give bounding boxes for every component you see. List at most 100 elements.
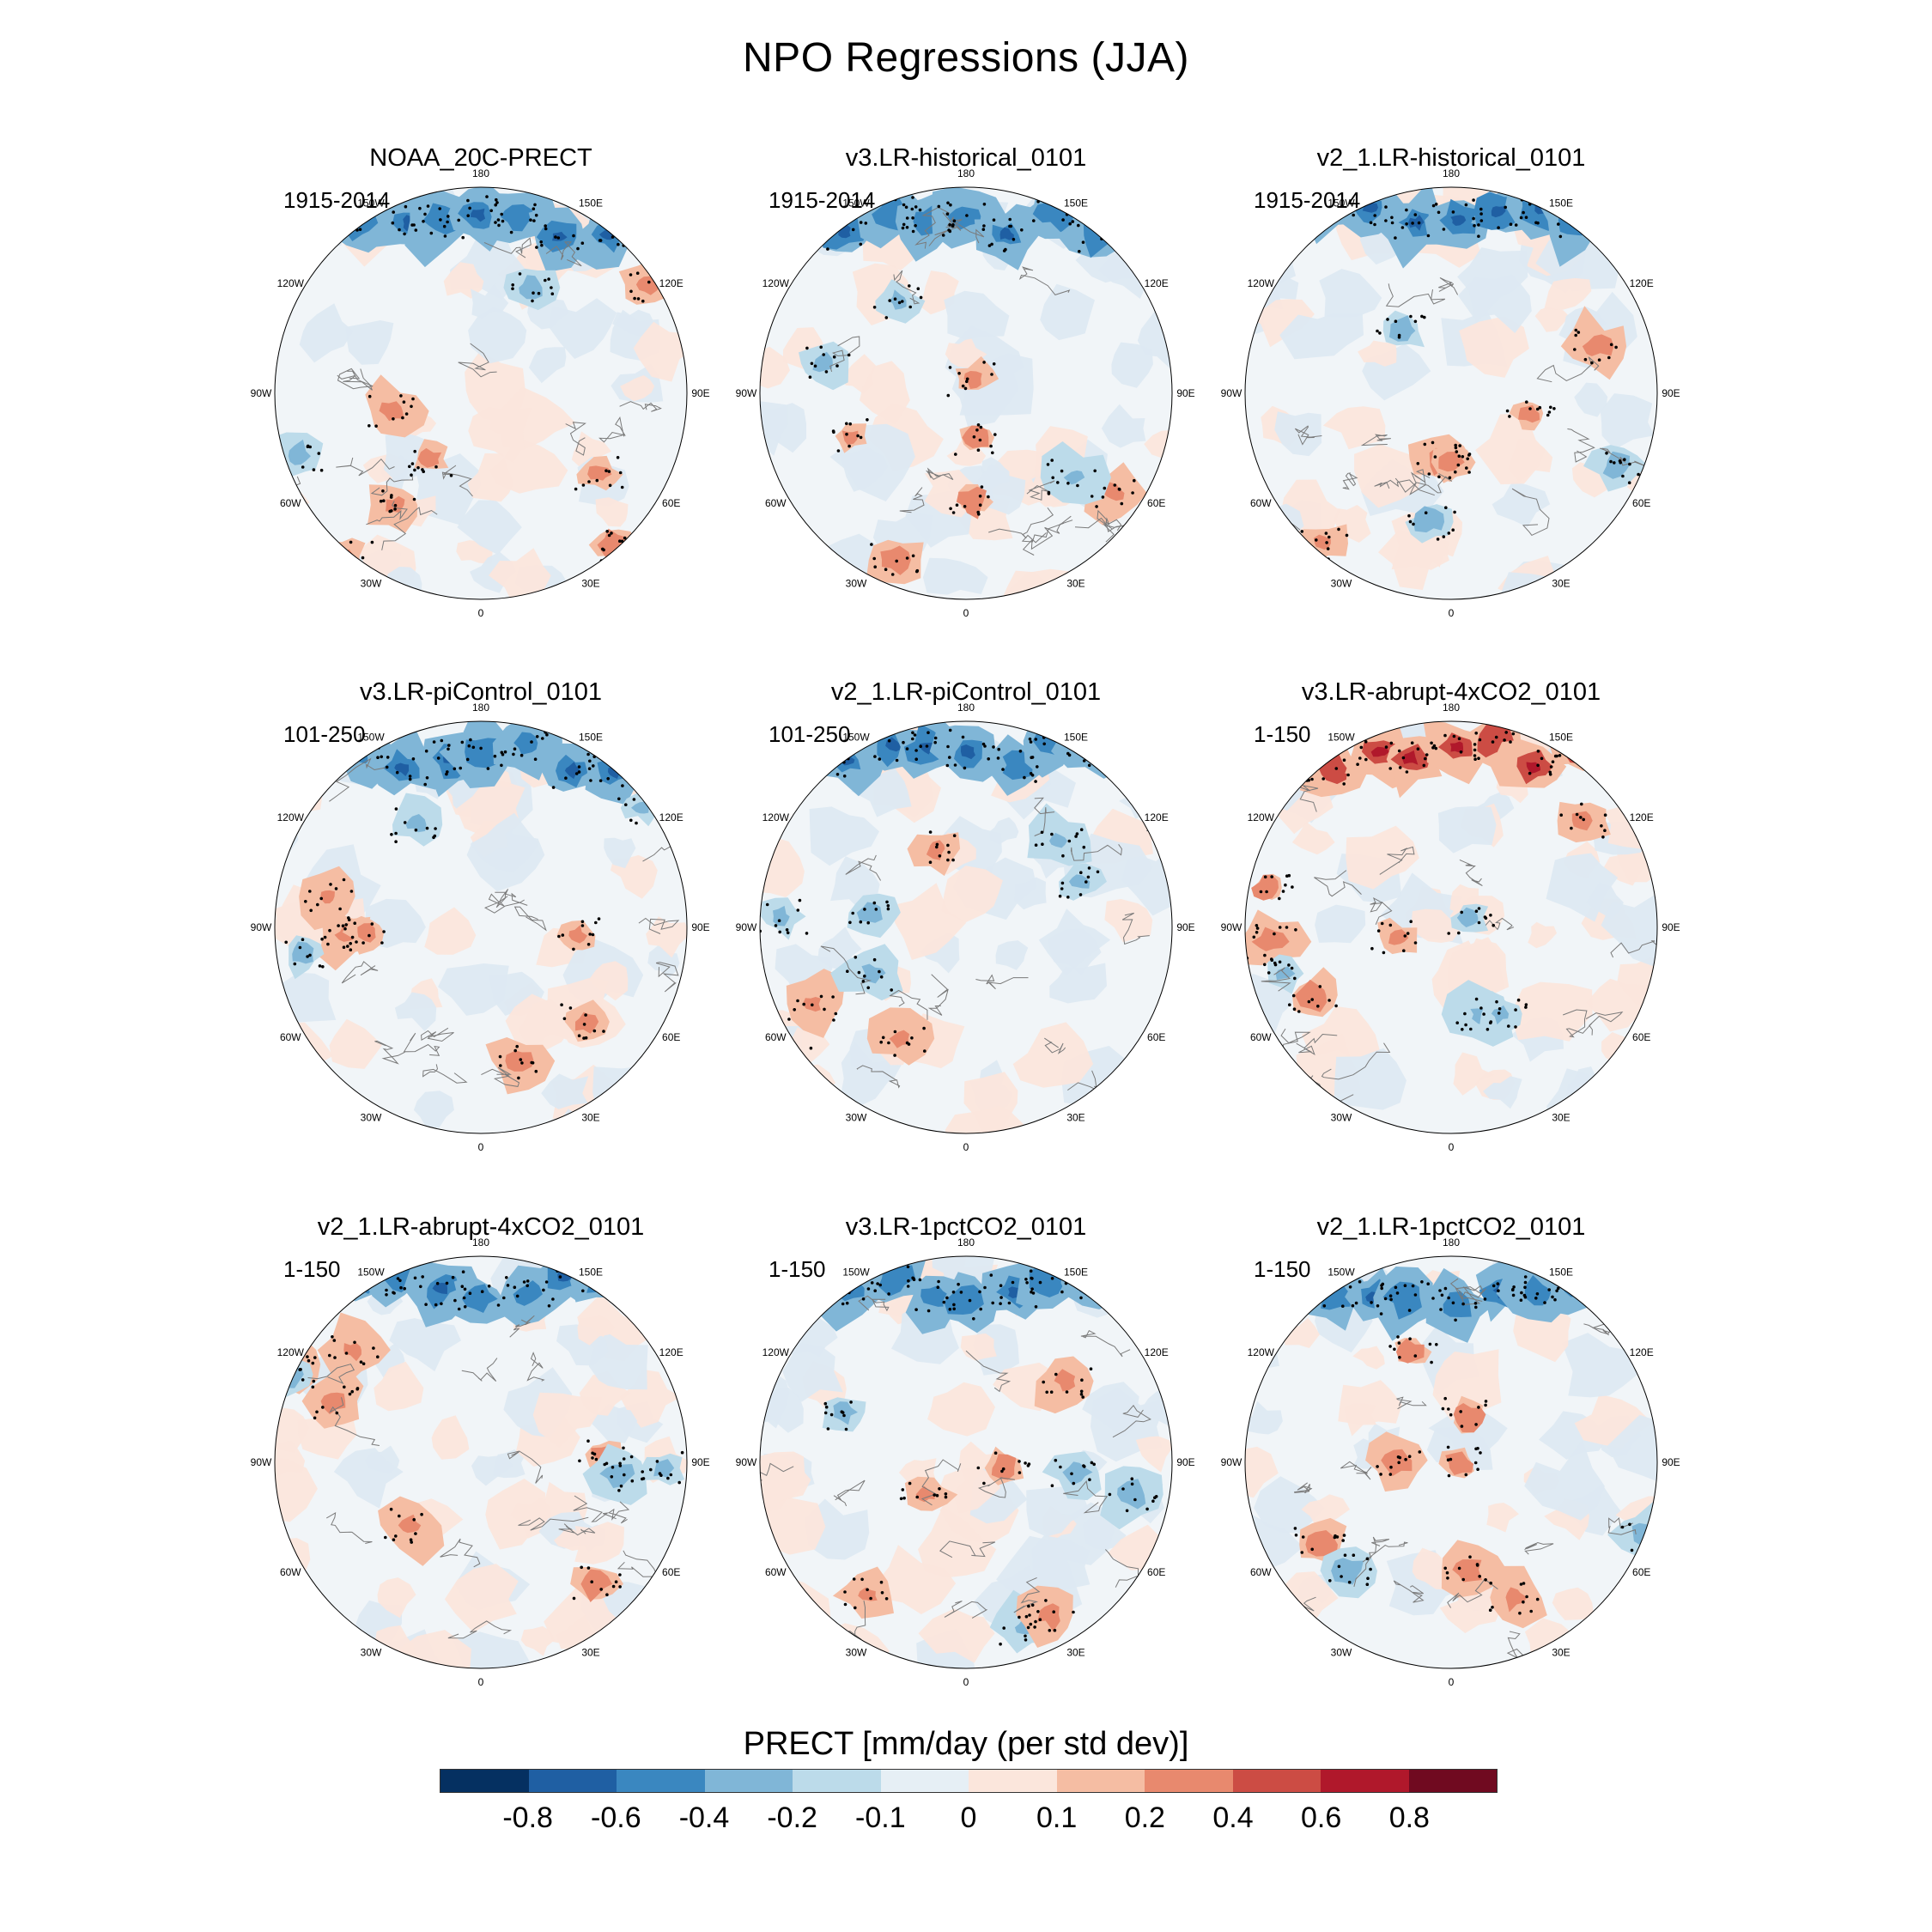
significance-dot bbox=[316, 902, 319, 907]
significance-dot bbox=[1534, 221, 1538, 225]
significance-dot bbox=[1050, 1277, 1054, 1280]
anomaly-patch bbox=[1143, 1387, 1172, 1426]
significance-dot bbox=[1049, 1390, 1054, 1394]
significance-dot bbox=[1079, 1393, 1084, 1396]
significance-dot bbox=[1416, 747, 1420, 750]
anomaly-patch bbox=[1038, 908, 1111, 976]
significance-dot bbox=[1484, 1400, 1488, 1403]
significance-dot bbox=[572, 947, 575, 951]
anomaly-patch bbox=[597, 528, 630, 562]
anomaly-patch bbox=[275, 1440, 306, 1478]
significance-dot bbox=[911, 229, 915, 234]
significance-dot bbox=[1483, 915, 1487, 919]
longitude-label: 150W bbox=[357, 731, 385, 743]
significance-dot bbox=[893, 297, 897, 301]
coastline bbox=[422, 1064, 468, 1084]
significance-dot bbox=[1072, 1481, 1076, 1485]
significance-dot bbox=[1447, 532, 1451, 535]
significance-dot bbox=[1018, 1615, 1021, 1619]
coastline bbox=[1293, 1482, 1313, 1494]
colorbar-segment bbox=[1145, 1770, 1233, 1792]
longitude-label: 0 bbox=[478, 1676, 484, 1688]
significance-dot bbox=[1368, 194, 1372, 197]
significance-dot bbox=[497, 223, 501, 228]
significance-dot bbox=[299, 1368, 302, 1371]
significance-dot bbox=[955, 503, 959, 507]
significance-dot bbox=[1428, 1342, 1432, 1346]
anomaly-patch bbox=[1607, 1414, 1657, 1485]
significance-dot bbox=[1413, 319, 1418, 324]
significance-dot bbox=[589, 779, 592, 782]
significance-dot bbox=[586, 1566, 591, 1570]
longitude-label: 90E bbox=[1176, 1456, 1194, 1468]
coastline bbox=[1013, 1577, 1041, 1613]
significance-dot bbox=[489, 209, 493, 213]
significance-dot bbox=[321, 965, 325, 969]
significance-dot bbox=[919, 744, 922, 748]
significance-dot bbox=[1449, 1413, 1453, 1417]
significance-dot bbox=[349, 761, 353, 765]
coastline bbox=[1294, 425, 1322, 446]
significance-dot bbox=[413, 468, 416, 472]
significance-dot bbox=[1115, 244, 1119, 247]
significance-dot bbox=[841, 1302, 845, 1306]
coastline bbox=[558, 1523, 596, 1536]
coastline bbox=[975, 974, 1029, 990]
significance-dot bbox=[856, 434, 860, 438]
significance-dot bbox=[809, 1046, 813, 1050]
significance-dot bbox=[1627, 481, 1631, 484]
significance-dot bbox=[414, 828, 418, 832]
significance-dot bbox=[319, 468, 324, 472]
significance-dot bbox=[558, 1275, 562, 1279]
anomaly-patch bbox=[809, 806, 879, 866]
significance-dot bbox=[1080, 1378, 1084, 1382]
anomaly-patch bbox=[467, 453, 514, 502]
anomaly-patch bbox=[468, 307, 527, 364]
significance-dot bbox=[786, 1062, 790, 1066]
significance-dot bbox=[1575, 732, 1578, 735]
significance-dot bbox=[1464, 1023, 1467, 1027]
anomaly-patch bbox=[1054, 1369, 1076, 1392]
coastline bbox=[1600, 447, 1646, 467]
anomaly-patch bbox=[1097, 1084, 1146, 1126]
significance-dot bbox=[1574, 328, 1578, 332]
significance-dot bbox=[820, 230, 824, 234]
significance-dot bbox=[532, 207, 536, 210]
significance-dot bbox=[1631, 553, 1635, 557]
significance-dot bbox=[1120, 501, 1124, 506]
coastline bbox=[307, 1364, 355, 1384]
significance-dot bbox=[1495, 999, 1498, 1004]
significance-dot bbox=[1068, 222, 1072, 226]
significance-dot bbox=[353, 921, 356, 925]
significance-dot bbox=[914, 224, 917, 228]
significance-dot bbox=[1270, 875, 1273, 878]
coastline bbox=[1506, 1631, 1526, 1659]
significance-dot bbox=[1409, 920, 1413, 923]
significance-dot bbox=[1497, 1289, 1500, 1292]
significance-dot bbox=[592, 1029, 597, 1033]
significance-dot bbox=[990, 373, 993, 376]
significance-dot bbox=[845, 422, 848, 426]
longitude-label: 30W bbox=[361, 1112, 382, 1124]
significance-dot bbox=[1580, 802, 1583, 806]
significance-dot bbox=[961, 735, 965, 739]
significance-dot bbox=[605, 1461, 609, 1466]
significance-dot bbox=[842, 775, 847, 778]
anomaly-patch bbox=[398, 1514, 422, 1534]
significance-dot bbox=[663, 797, 666, 800]
anomaly-patch bbox=[520, 1625, 555, 1656]
significance-dot bbox=[622, 1457, 626, 1461]
significance-dot bbox=[382, 499, 386, 502]
significance-dot bbox=[844, 1427, 848, 1431]
significance-dot bbox=[1452, 734, 1456, 738]
significance-dot bbox=[978, 503, 982, 507]
significance-dot bbox=[1297, 1010, 1301, 1013]
significance-dot bbox=[1431, 1297, 1435, 1300]
significance-dot bbox=[884, 316, 889, 319]
significance-dot bbox=[1456, 463, 1461, 467]
significance-dot bbox=[1570, 1282, 1574, 1285]
significance-dot bbox=[1030, 756, 1035, 759]
significance-dot bbox=[1000, 1469, 1004, 1473]
significance-dot bbox=[1603, 813, 1607, 817]
significance-dot bbox=[515, 1044, 519, 1048]
